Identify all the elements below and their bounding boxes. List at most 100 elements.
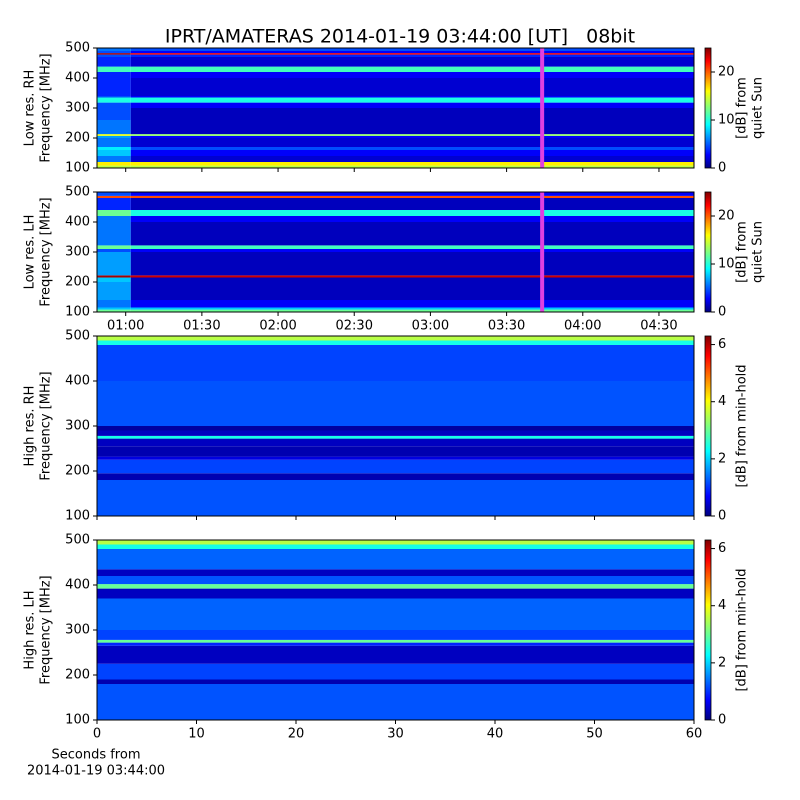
heatmap-cell bbox=[130, 97, 694, 103]
heatmap-cell bbox=[130, 72, 694, 78]
y-tick-label: 200 bbox=[65, 131, 90, 146]
heatmap-cell bbox=[97, 381, 694, 426]
heatmap-cell bbox=[130, 275, 694, 278]
x-tick-label: 30 bbox=[387, 727, 404, 742]
heatmap-cell bbox=[97, 277, 131, 282]
colorbar-tick-label: 2 bbox=[718, 655, 726, 670]
heatmap-cell bbox=[130, 54, 694, 57]
heatmap-cell bbox=[130, 309, 694, 312]
heatmap-cell bbox=[97, 576, 694, 585]
heatmap-cell bbox=[97, 162, 131, 166]
heatmap-cell bbox=[97, 540, 694, 545]
y-tick-label: 100 bbox=[65, 305, 90, 320]
heatmap-cell bbox=[97, 430, 694, 436]
heatmap-cell bbox=[97, 569, 694, 576]
heatmap-cell bbox=[97, 108, 131, 120]
heatmap-cell bbox=[97, 336, 694, 341]
heatmap-cell bbox=[97, 165, 131, 168]
heatmap-cell bbox=[97, 97, 131, 103]
heatmap-cell bbox=[97, 446, 694, 457]
heatmap-cell bbox=[97, 48, 131, 51]
heatmap-cell bbox=[130, 150, 694, 156]
colorbar-tick-label: 0 bbox=[718, 305, 726, 320]
heatmap-cell bbox=[97, 216, 131, 222]
heatmap-cell bbox=[97, 275, 131, 278]
colorbar bbox=[704, 47, 712, 169]
y-tick-label: 200 bbox=[65, 668, 90, 683]
colorbar bbox=[704, 539, 712, 721]
heatmap-cell bbox=[97, 96, 131, 98]
heatmap-cell bbox=[130, 192, 694, 196]
colorbar-tick-label: 0 bbox=[718, 161, 726, 176]
heatmap-cell bbox=[130, 277, 694, 282]
heatmap-cell bbox=[130, 53, 694, 55]
heatmap-cell bbox=[97, 66, 131, 72]
heatmap-cell bbox=[130, 198, 694, 210]
heatmap-cell bbox=[97, 147, 131, 150]
heatmap-cell bbox=[97, 642, 694, 646]
heatmap-cell bbox=[97, 598, 694, 630]
x-tick-label: 02:00 bbox=[259, 319, 296, 334]
heatmap-cell bbox=[97, 222, 131, 246]
x-tick-label: 10 bbox=[188, 727, 205, 742]
heatmap-cell bbox=[130, 216, 694, 222]
y-tick-label: 400 bbox=[65, 374, 90, 389]
heatmap-cell bbox=[97, 192, 131, 196]
y-axis-label: Frequency [MHz] bbox=[39, 575, 54, 684]
y-tick-label: 500 bbox=[65, 329, 90, 344]
colorbar-tick-label: 4 bbox=[718, 598, 726, 613]
heatmap-cell bbox=[97, 198, 131, 210]
colorbar bbox=[704, 191, 712, 313]
colorbar-label: [dB] from bbox=[735, 77, 750, 139]
heatmap-cell bbox=[97, 72, 131, 78]
heatmap-cell bbox=[97, 639, 694, 643]
heatmap-cell bbox=[130, 162, 694, 166]
y-axis-label: High res. RH bbox=[23, 386, 38, 467]
heatmap-cell bbox=[97, 544, 694, 549]
colorbar-tick-label: 20 bbox=[718, 65, 735, 80]
y-tick-label: 400 bbox=[65, 215, 90, 230]
heatmap-cell bbox=[130, 135, 694, 138]
heatmap-cell bbox=[97, 663, 694, 680]
heatmap-cell bbox=[97, 645, 694, 664]
heatmap-cell bbox=[97, 549, 694, 570]
y-axis-label: Frequency [MHz] bbox=[39, 197, 54, 306]
heatmap-cell bbox=[97, 78, 131, 96]
x-tick-label: 40 bbox=[487, 727, 504, 742]
x-axis-label: 2014-01-19 03:44:00 bbox=[27, 764, 165, 779]
heatmap-cell bbox=[130, 134, 694, 136]
heatmap-cell bbox=[130, 120, 694, 135]
y-tick-label: 200 bbox=[65, 275, 90, 290]
heatmap-cell bbox=[97, 134, 131, 136]
heatmap-cell bbox=[130, 195, 694, 198]
colorbar-label: quiet Sun bbox=[751, 221, 766, 283]
y-tick-label: 500 bbox=[65, 41, 90, 56]
heatmap-cell bbox=[97, 435, 694, 439]
heatmap-cell bbox=[130, 222, 694, 246]
heatmap-cell bbox=[97, 584, 694, 589]
heatmap-cell bbox=[97, 300, 131, 308]
y-axis-label: Low res. LH bbox=[23, 215, 38, 290]
heatmap-cell bbox=[130, 165, 694, 168]
heatmap-cell bbox=[130, 210, 694, 216]
heatmap-cell bbox=[97, 156, 131, 162]
x-axis-label: Seconds from bbox=[51, 748, 140, 763]
x-tick-label: 04:00 bbox=[564, 319, 601, 334]
colorbar-label: [dB] from min-hold bbox=[735, 364, 750, 487]
y-tick-label: 300 bbox=[65, 245, 90, 260]
colorbar-tick-label: 10 bbox=[718, 113, 735, 128]
x-tick-label: 0 bbox=[93, 727, 101, 742]
heatmap-cell bbox=[97, 252, 131, 276]
heatmap-cell bbox=[130, 138, 694, 147]
x-tick-label: 03:30 bbox=[488, 319, 525, 334]
colorbar-label: [dB] from bbox=[735, 221, 750, 283]
heatmap-cell bbox=[97, 282, 131, 300]
heatmap-cell bbox=[97, 456, 694, 460]
y-tick-label: 300 bbox=[65, 419, 90, 434]
colorbar-tick-label: 2 bbox=[718, 451, 726, 466]
x-tick-label: 20 bbox=[288, 727, 305, 742]
colorbar-tick-label: 6 bbox=[718, 541, 726, 556]
y-axis-label: Frequency [MHz] bbox=[39, 371, 54, 480]
colorbar bbox=[704, 335, 712, 517]
